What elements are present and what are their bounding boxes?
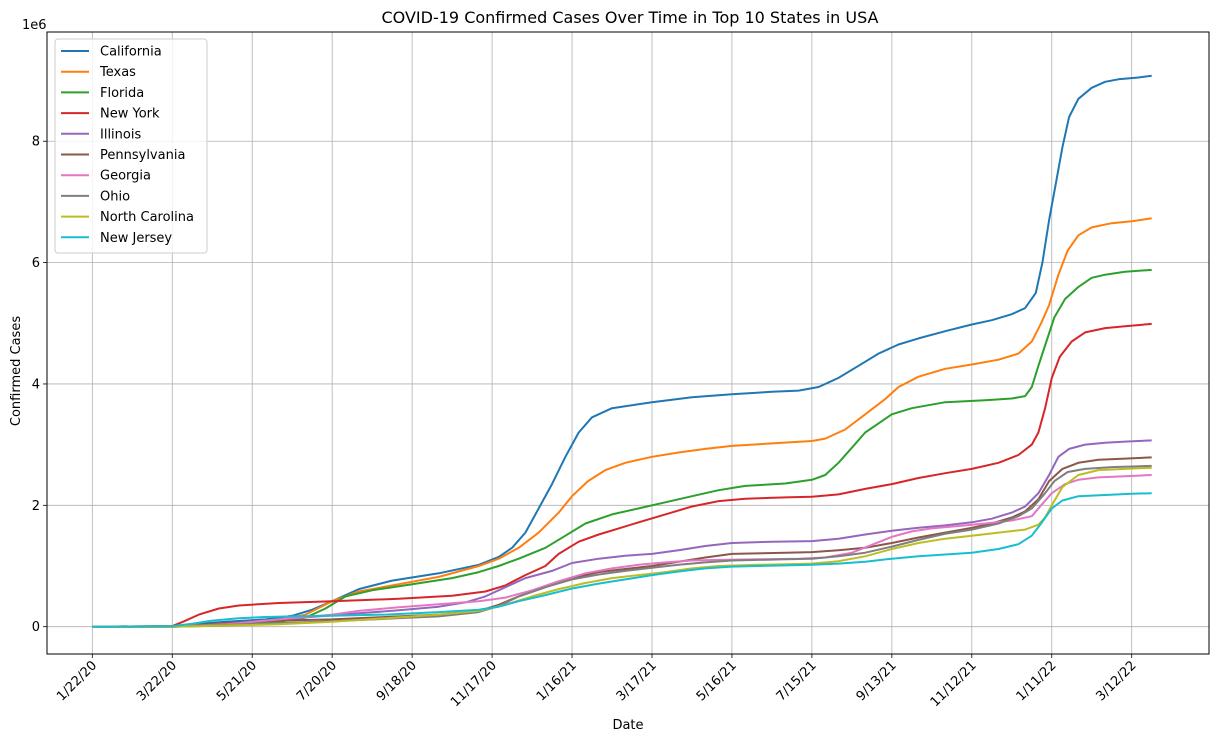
legend-label-california: California [100,45,162,60]
x-tick-label: 7/20/20 [294,658,340,704]
x-tick-label: 1/16/21 [534,658,580,704]
grid-lines [47,32,1209,654]
chart-title: COVID-19 Confirmed Cases Over Time in To… [382,8,879,27]
x-tick-label: 11/17/20 [448,658,500,710]
legend: California Texas Florida New York Illinois Pe… [54,38,208,254]
x-tick-label: 11/12/21 [928,658,980,710]
series-line-illinois [92,439,1152,628]
series-line-ohio [92,464,1152,628]
y-tick-label: 0 [32,620,40,635]
x-tick-label: 9/18/20 [374,658,420,704]
legend-label-texas: Texas [99,65,136,80]
series-lines [92,74,1152,628]
y-tick-label: 2 [32,499,40,514]
x-tick-label: 3/12/22 [1093,658,1139,704]
series-line-florida [92,268,1152,628]
y-tick-label: 6 [32,256,40,271]
x-tick-label: 9/13/21 [854,658,900,704]
x-tick-label: 5/21/20 [214,658,260,704]
legend-label-new-jersey: New Jersey [100,231,172,246]
x-axis-label: Date [612,718,643,733]
legend-box [54,38,208,254]
legend-label-georgia: Georgia [100,169,151,184]
legend-label-illinois: Illinois [100,127,141,142]
legend-label-pennsylvania: Pennsylvania [100,148,185,163]
y-offset-text: 1e6 [22,18,47,33]
series-line-north-carolina [92,466,1152,628]
series-line-texas [92,217,1152,628]
x-tick-label: 7/15/21 [774,658,820,704]
plot-frame [46,31,1210,655]
legend-label-ohio: Ohio [100,189,130,204]
y-axis-label: Confirmed Cases [9,316,24,426]
x-tick-label: 5/16/21 [694,658,740,704]
legend-label-florida: Florida [100,86,144,101]
x-tick-label: 1/22/20 [54,658,100,704]
legend-label-north-carolina: North Carolina [100,210,194,225]
series-line-new-jersey [92,492,1152,628]
x-tick-label: 1/11/22 [1014,658,1060,704]
series-line-pennsylvania [92,456,1152,628]
series-line-california [92,74,1152,628]
legend-label-new-york: New York [100,107,160,122]
x-tick-label: 3/17/21 [614,658,660,704]
series-line-new-york [92,322,1152,628]
y-tick-label: 8 [32,135,40,150]
x-tick-label: 3/22/20 [134,658,180,704]
y-tick-label: 4 [32,377,40,392]
